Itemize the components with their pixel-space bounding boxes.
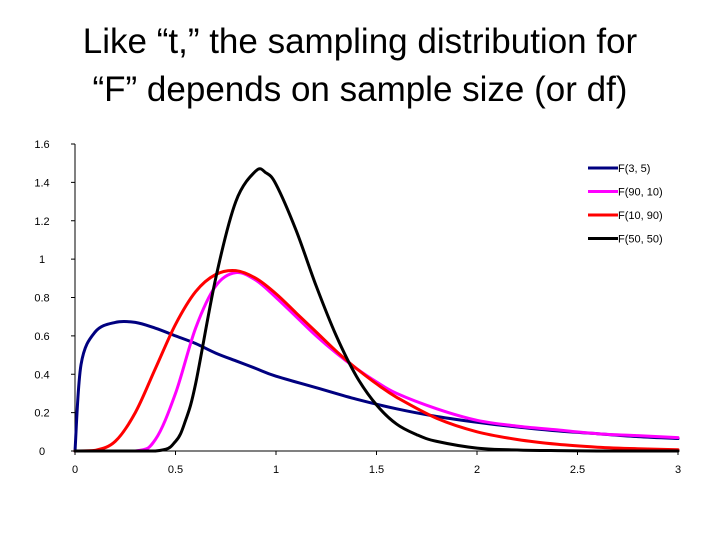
y-tick-label: 0.4 [34, 369, 49, 381]
y-tick-label: 1.6 [34, 139, 49, 151]
y-tick-label: 0.8 [34, 293, 49, 305]
chart-series-lines [73, 167, 680, 453]
legend-label: F(3, 5) [618, 163, 650, 175]
y-tick-label: 1.2 [34, 216, 49, 228]
series-line-4 [73, 167, 680, 453]
slide-title-line-2: “F” depends on sample size (or df) [92, 70, 628, 109]
y-tick-label: 0.2 [34, 408, 49, 420]
x-tick-label: 0.5 [168, 464, 183, 476]
x-tick-label: 1.5 [369, 464, 384, 476]
series-line-2 [73, 270, 680, 453]
legend-label: F(50, 50) [618, 234, 663, 246]
y-tick-label: 0 [39, 446, 45, 458]
chart-axes: 0 0.2 0.4 0.6 0.8 1 1.2 1.4 1.6 0 0.5 1 1.5 2 2.5 3 [34, 139, 681, 476]
chart-legend: F(3, 5) F(90, 10) F(10, 90) F(50, 50) [588, 163, 663, 246]
x-tick-label: 0 [72, 464, 78, 476]
y-tick-label: 1 [39, 254, 45, 266]
y-tick-label: 1.4 [34, 177, 49, 189]
legend-label: F(90, 10) [618, 187, 663, 199]
slide-title: Like “t,” the sampling distribution for … [0, 18, 720, 114]
x-tick-label: 2.5 [570, 464, 585, 476]
slide-title-line-1: Like “t,” the sampling distribution for [82, 22, 638, 61]
legend-label: F(10, 90) [618, 210, 663, 222]
series-line-3 [73, 268, 680, 453]
x-tick-label: 3 [675, 464, 681, 476]
x-tick-label: 2 [474, 464, 480, 476]
y-tick-label: 0.6 [34, 331, 49, 343]
x-tick-label: 1 [273, 464, 279, 476]
